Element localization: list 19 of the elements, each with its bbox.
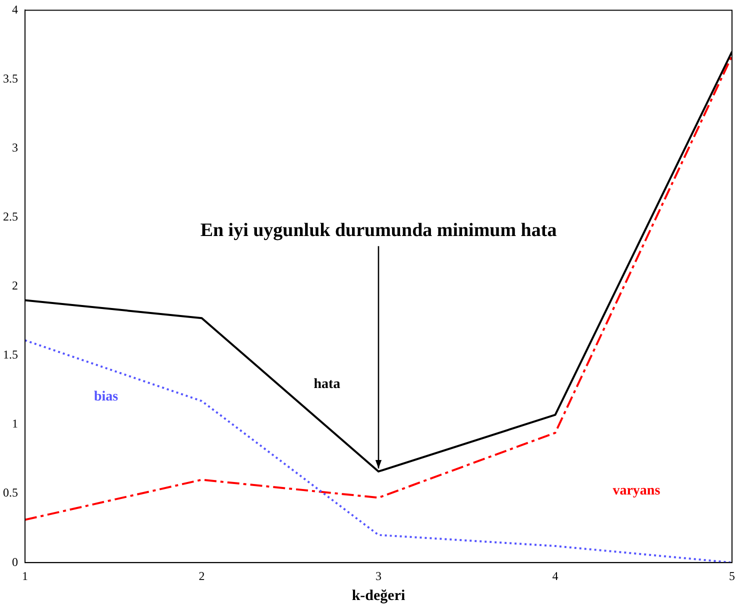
y-tick-label: 4 (12, 2, 18, 16)
x-tick-label: 4 (552, 568, 558, 583)
text: varyans (612, 484, 661, 499)
y-tick-label: 1.5 (3, 348, 18, 362)
x-tick-label: 2 (198, 568, 205, 583)
y-tick-label: 3.5 (3, 71, 18, 86)
x-tick-label: 3 (376, 568, 382, 583)
y-tick-label: 1 (12, 416, 18, 431)
x-tick-label: 1 (22, 568, 28, 583)
y-tick-label: 0 (12, 554, 18, 569)
y-tick-label: 0.5 (3, 486, 18, 500)
x-tick-label: 5 (729, 568, 735, 583)
annotation: En iyi uygunluk durumunda minimum hata (200, 220, 558, 242)
x-axis-title: k-değeri (352, 588, 406, 604)
series-label: hata (314, 377, 340, 392)
y-tick-label: 3 (12, 140, 18, 154)
y-tick-label: 2 (12, 278, 18, 293)
y-tick-label: 2.5 (3, 210, 18, 224)
series-label: bias (94, 389, 119, 404)
